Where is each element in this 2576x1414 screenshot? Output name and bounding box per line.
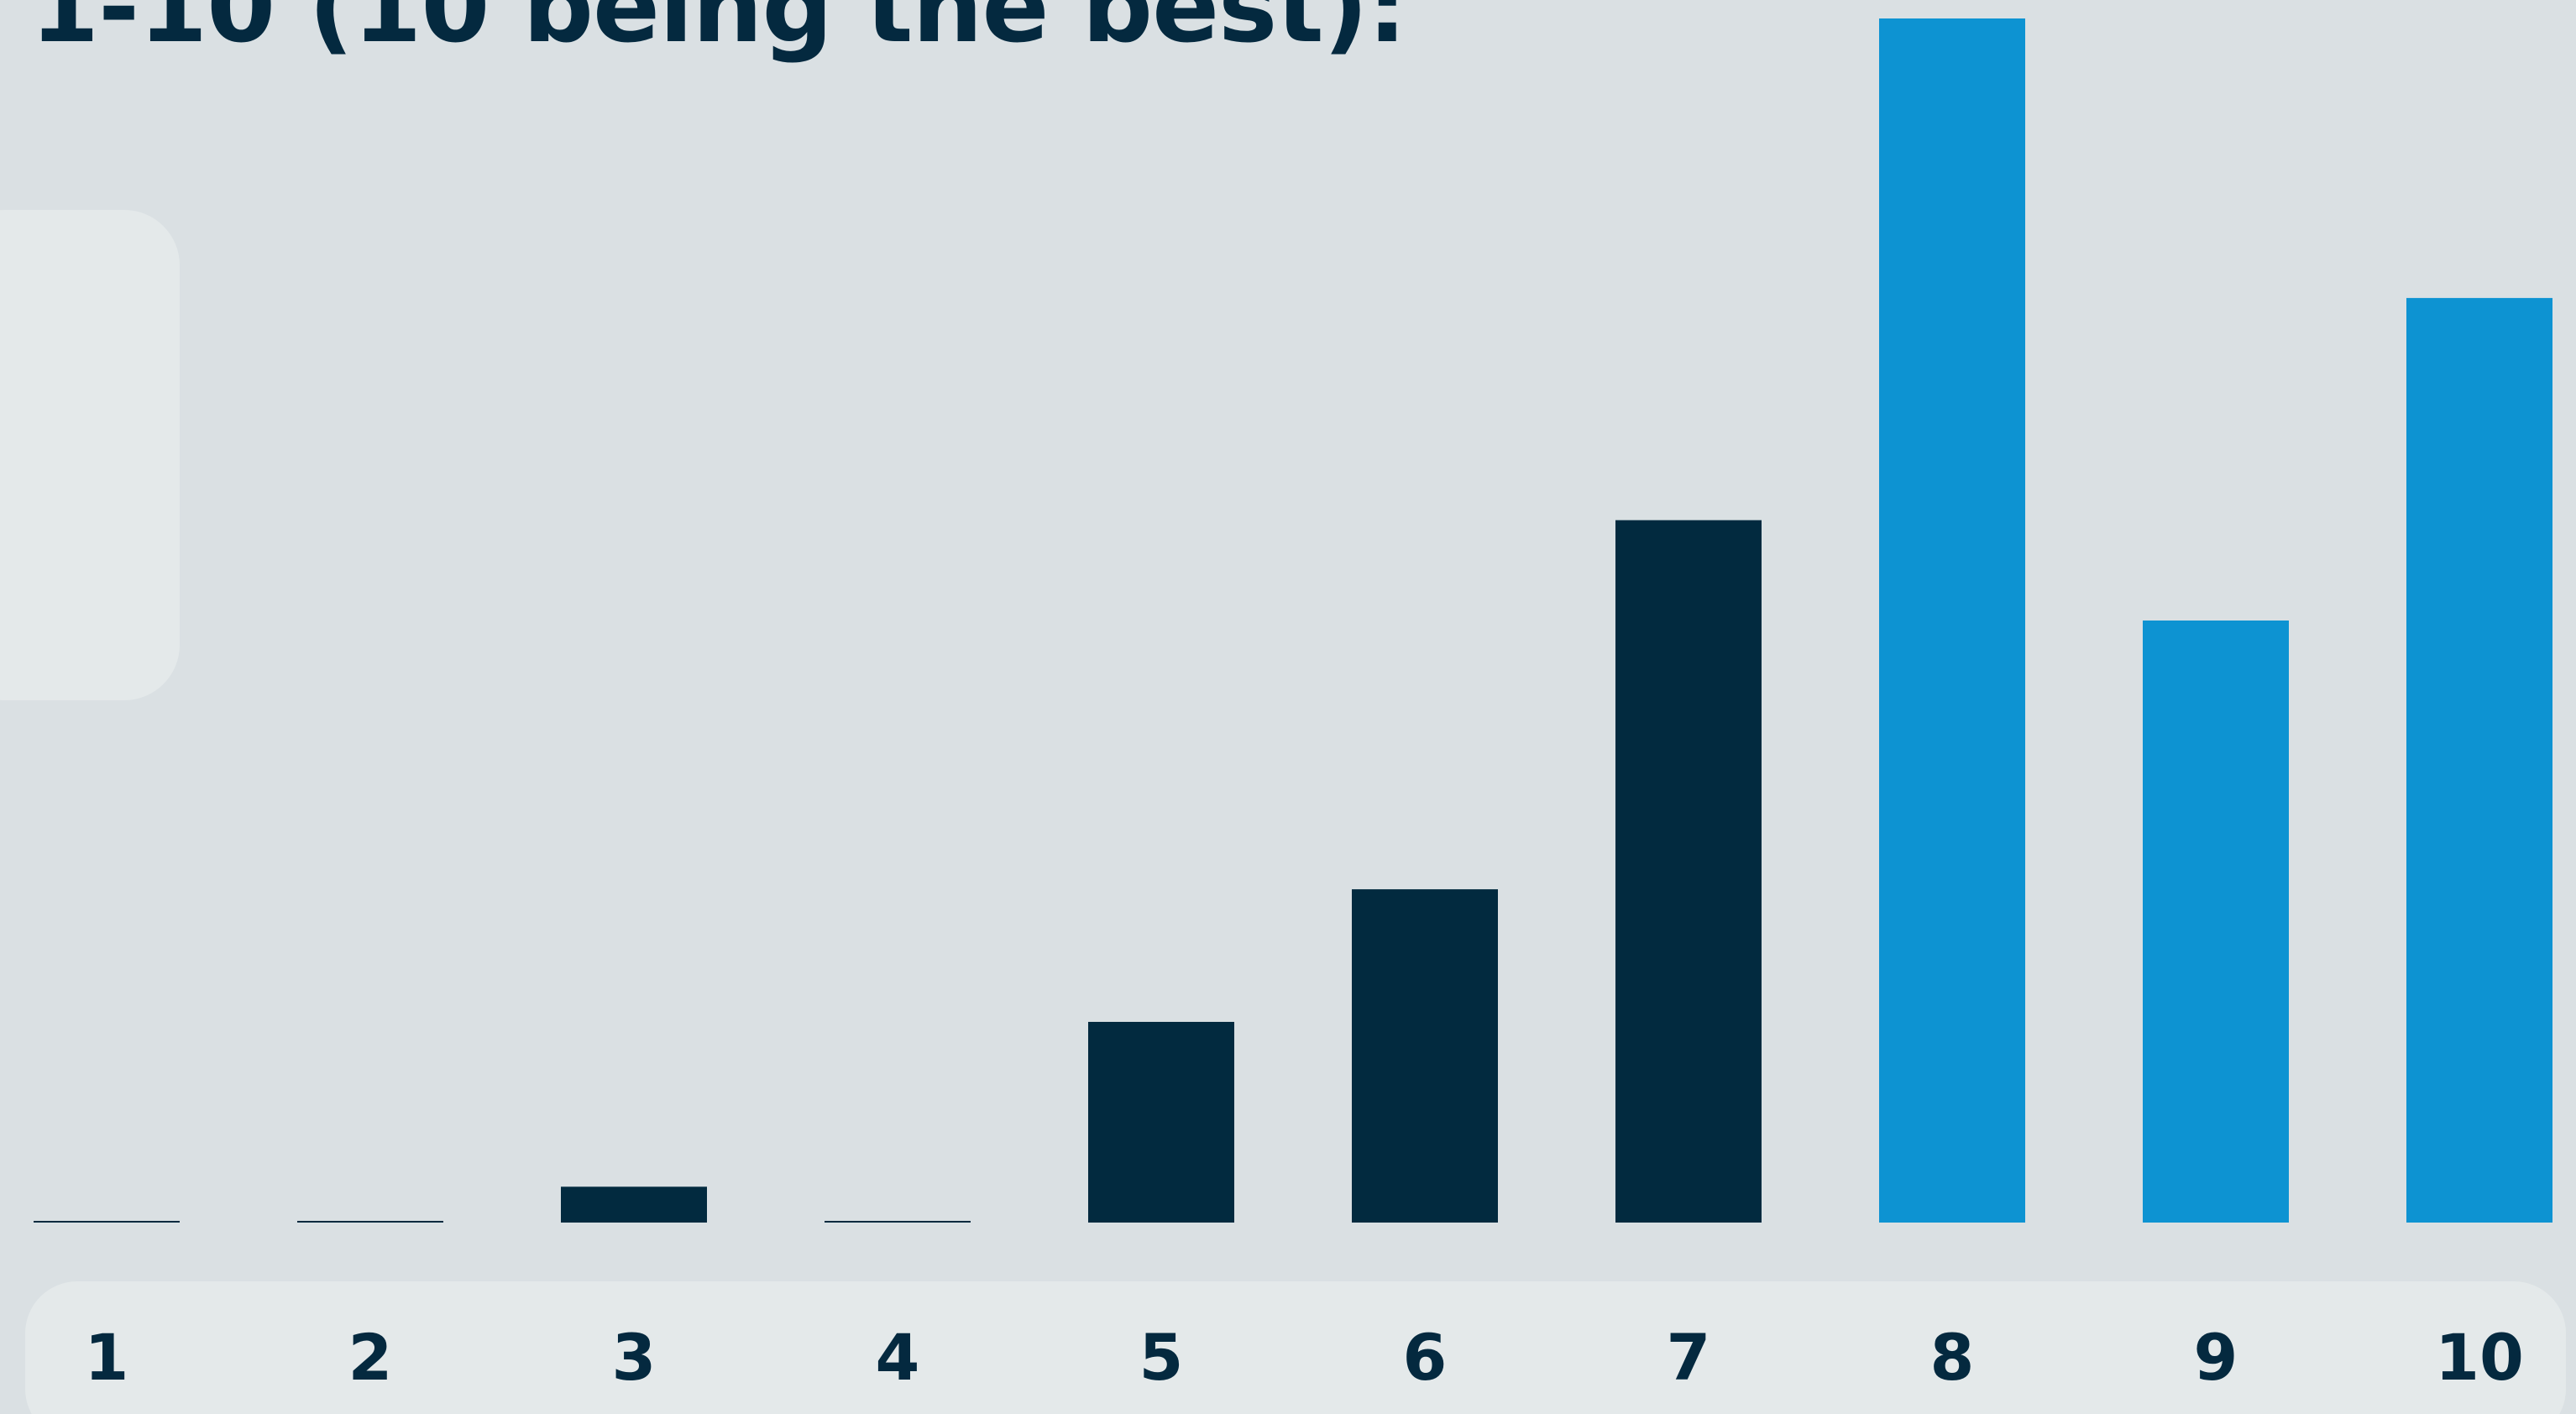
x-tick-label-10: 10 [2435,1320,2524,1395]
side-panel [0,210,180,700]
bar-8 [1879,18,2025,1223]
bar-10 [2406,297,2552,1223]
x-tick-label-9: 9 [2194,1320,2238,1395]
x-tick-label-5: 5 [1139,1320,1184,1395]
x-tick-label-2: 2 [348,1320,393,1395]
bar-6 [1352,889,1498,1223]
bar-9 [2143,621,2289,1223]
bar-4 [825,1221,971,1223]
x-tick-label-1: 1 [85,1320,129,1395]
x-tick-label-7: 7 [1667,1320,1711,1395]
bar-1 [34,1221,180,1223]
x-axis-strip [25,1281,2566,1414]
bar-7 [1615,520,1762,1223]
bar-5 [1088,1022,1234,1223]
x-tick-label-6: 6 [1403,1320,1448,1395]
chart-title: 1-10 (10 being the best): [30,0,1407,65]
bar-3 [561,1186,707,1223]
x-tick-label-4: 4 [876,1320,920,1395]
x-tick-label-3: 3 [612,1320,657,1395]
bar-2 [297,1221,443,1223]
x-tick-label-8: 8 [1930,1320,1975,1395]
